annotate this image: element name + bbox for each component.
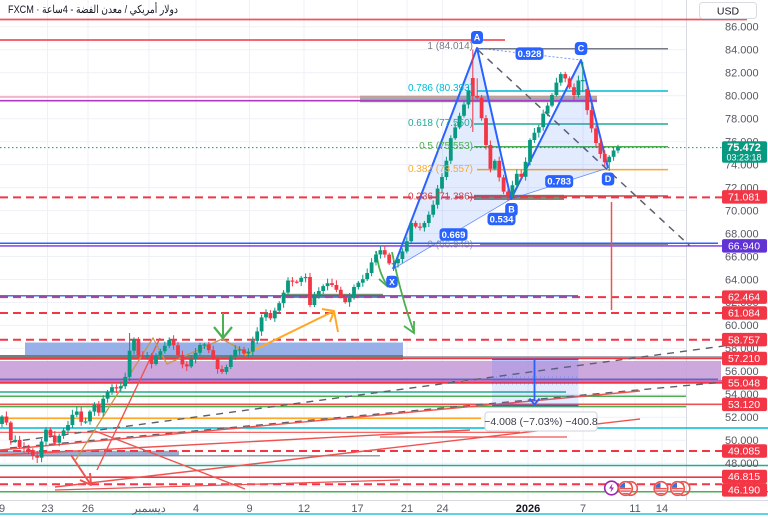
svg-text:03:23:18: 03:23:18 xyxy=(726,153,761,163)
svg-text:9: 9 xyxy=(0,503,5,515)
svg-text:7: 7 xyxy=(580,503,586,515)
svg-text:C: C xyxy=(578,44,585,54)
svg-text:82.000: 82.000 xyxy=(725,68,759,80)
svg-text:9: 9 xyxy=(246,503,252,515)
svg-text:0.534: 0.534 xyxy=(490,214,514,225)
svg-text:48.000: 48.000 xyxy=(725,458,759,470)
svg-text:71.081: 71.081 xyxy=(728,191,760,203)
svg-text:14: 14 xyxy=(656,503,668,515)
svg-text:68.000: 68.000 xyxy=(725,228,759,240)
svg-text:4: 4 xyxy=(193,503,199,515)
svg-text:0.669: 0.669 xyxy=(442,230,466,241)
svg-text:2026: 2026 xyxy=(516,503,540,515)
svg-text:70.000: 70.000 xyxy=(725,205,759,217)
svg-text:0.786 (80.393): 0.786 (80.393) xyxy=(408,83,473,94)
svg-text:57.210: 57.210 xyxy=(728,353,760,365)
svg-text:B: B xyxy=(508,205,515,215)
svg-text:0.618 (77.550): 0.618 (77.550) xyxy=(408,118,473,129)
svg-text:64.000: 64.000 xyxy=(725,274,759,286)
svg-text:23: 23 xyxy=(41,503,53,515)
svg-text:52.000: 52.000 xyxy=(725,412,759,424)
svg-text:X: X xyxy=(389,277,395,287)
svg-text:ديسمبر: ديسمبر xyxy=(131,503,166,515)
svg-text:USD: USD xyxy=(717,6,740,18)
svg-text:26: 26 xyxy=(82,503,94,515)
svg-text:84.000: 84.000 xyxy=(725,45,759,57)
svg-text:D: D xyxy=(605,174,612,184)
svg-text:1 (84.014): 1 (84.014) xyxy=(427,41,473,52)
svg-text:−4.008 (−7.03%) −400.8: −4.008 (−7.03%) −400.8 xyxy=(484,416,598,428)
svg-text:24: 24 xyxy=(436,503,448,515)
svg-text:56.000: 56.000 xyxy=(725,366,759,378)
svg-text:17: 17 xyxy=(351,503,363,515)
svg-text:0.783: 0.783 xyxy=(547,177,571,188)
svg-text:50.000: 50.000 xyxy=(725,435,759,447)
svg-text:21: 21 xyxy=(401,503,413,515)
svg-text:78.000: 78.000 xyxy=(725,114,759,126)
svg-text:46.190: 46.190 xyxy=(728,484,760,496)
svg-text:0.382 (73.557): 0.382 (73.557) xyxy=(408,164,473,175)
svg-text:0.236 (71.386): 0.236 (71.386) xyxy=(408,191,473,202)
svg-text:75.472: 75.472 xyxy=(727,142,761,154)
svg-text:86.000: 86.000 xyxy=(725,22,759,34)
svg-text:61.084: 61.084 xyxy=(728,308,760,320)
svg-text:0.5 (75.553): 0.5 (75.553) xyxy=(419,141,473,152)
svg-text:0.928: 0.928 xyxy=(518,49,542,60)
svg-text:49.085: 49.085 xyxy=(728,446,760,458)
svg-text:66.940: 66.940 xyxy=(728,240,760,252)
svg-text:46.815: 46.815 xyxy=(728,471,760,483)
svg-text:53.120: 53.120 xyxy=(728,399,760,411)
svg-text:58.757: 58.757 xyxy=(728,334,760,346)
svg-text:62.464: 62.464 xyxy=(728,292,760,304)
svg-text:66.000: 66.000 xyxy=(725,251,759,263)
svg-text:11: 11 xyxy=(629,503,640,515)
svg-text:80.000: 80.000 xyxy=(725,91,759,103)
svg-text:12: 12 xyxy=(298,503,310,515)
svg-text:A: A xyxy=(474,33,481,43)
svg-text:60.000: 60.000 xyxy=(725,320,759,332)
svg-text:0 (66.940): 0 (66.940) xyxy=(427,240,473,251)
svg-text:55.048: 55.048 xyxy=(728,378,760,390)
